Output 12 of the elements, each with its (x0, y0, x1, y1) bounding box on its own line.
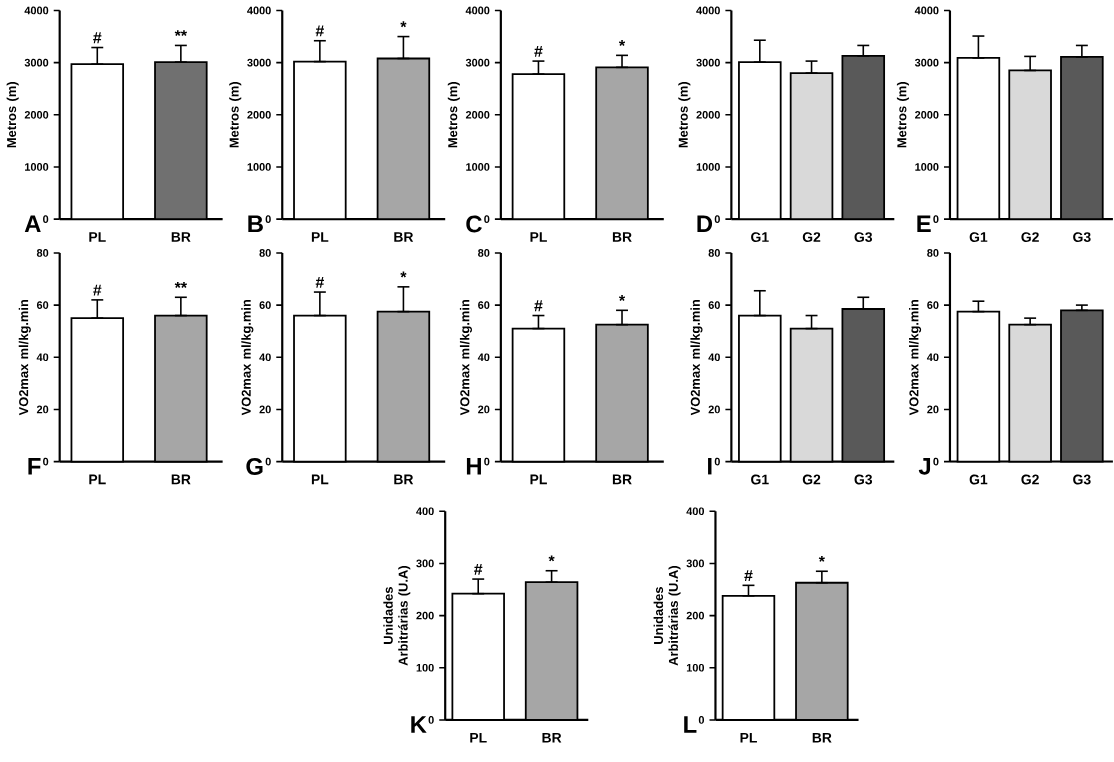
text: E (917, 215, 931, 233)
text: I (708, 458, 712, 475)
text: K (411, 716, 427, 733)
text: A (24, 215, 41, 233)
text: F (28, 458, 41, 475)
text: J (918, 458, 931, 475)
text: H (466, 458, 481, 475)
text: B (248, 215, 263, 233)
text: L (684, 716, 697, 733)
text: D (697, 215, 713, 233)
text: C (466, 215, 482, 233)
text: G (246, 458, 263, 476)
